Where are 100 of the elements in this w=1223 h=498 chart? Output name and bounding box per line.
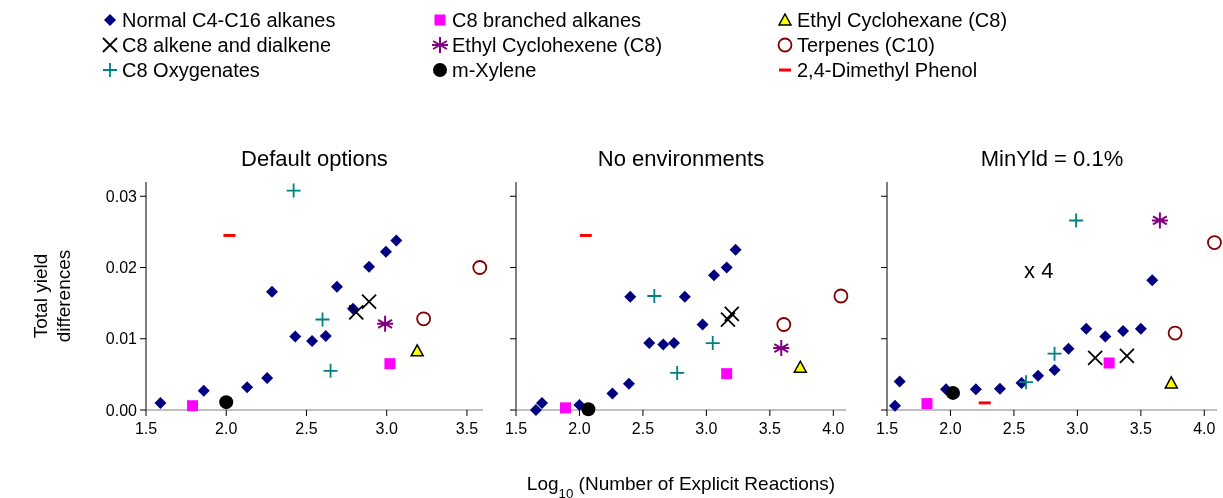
x-tick-label: 2.5 [631,420,655,437]
point [330,280,343,293]
point [1087,350,1104,366]
point [993,382,1006,395]
point [322,362,339,379]
x-tick-label: 2.5 [295,420,318,437]
x-axis-title: Log$_{10}$ (Number of Explicit Reactions) [526,473,836,498]
point [668,337,681,350]
point [643,337,656,350]
point [678,290,691,303]
legend-label: Ethyl Cyclohexane (C8) [797,9,1008,31]
x-tick-label: 4.0 [822,420,845,437]
point [669,365,686,381]
x-tick-label: 2.0 [939,420,962,437]
point [921,398,933,410]
point [1134,322,1147,335]
point [1080,322,1093,335]
legend-label: Terpenes (C10) [797,34,935,56]
point [261,371,274,384]
y-axis-title: Total yield differences [30,249,74,343]
point [390,234,403,247]
point [581,402,596,417]
point [624,290,637,303]
point [197,384,210,397]
point [314,311,331,328]
legend-label: Normal C4-C16 alkanes [122,9,336,31]
legend-label: 2,4-Dimethyl Phenol [797,59,978,81]
point [187,400,199,412]
chart-title: MinYld = 0.1% [980,146,1124,171]
x-tick-label: 2.0 [568,420,591,437]
point [622,377,635,390]
point [536,396,549,409]
point [410,344,424,357]
x-tick-label: 1.5 [504,420,528,437]
y-tick-label: 0.00 [105,401,138,419]
point [265,285,278,298]
x-tick-label: 3.5 [1129,420,1153,437]
y-tick-label: 0.03 [105,187,138,205]
legend-label: m-Xylene [452,59,537,81]
point [472,260,488,275]
point [889,399,901,412]
point [893,375,906,388]
point [721,368,733,380]
point [154,396,167,409]
x-tick-label: 2.0 [215,420,238,437]
point [416,311,432,327]
point [363,260,376,273]
x-tick-label: 3.0 [375,420,398,437]
point [1207,235,1222,250]
point [1117,324,1130,337]
x-tick-label: 3.5 [758,420,782,437]
x-tick-label: 3.0 [695,420,718,437]
point [384,358,396,370]
point [1103,357,1115,369]
point [529,404,542,416]
x-tick-label: 4.0 [1193,420,1216,437]
point [1167,325,1183,341]
point [720,311,736,328]
legend-label: C8 Oxygenates [122,59,260,81]
point [1032,369,1045,382]
point [646,288,663,304]
point [1018,374,1034,391]
y-tick-label: 0.02 [105,259,138,277]
chart-title: No environments [597,146,765,171]
legend-label: C8 branched alkanes [452,9,642,31]
point [1146,274,1159,287]
x-tick-label: 2.5 [1002,420,1026,437]
legend-label: C8 alkene and dialkene [122,34,332,56]
point [704,335,721,351]
x-tick-label: 3.0 [1066,420,1089,437]
point [361,293,377,310]
point [969,383,982,396]
point [306,334,319,347]
point [793,360,808,373]
point [1068,212,1085,229]
point [379,245,392,258]
annotation: x 4 [1024,257,1054,283]
point [285,182,302,199]
point [729,243,742,256]
point [1048,364,1061,377]
legend-label: Ethyl Cyclohexene (C8) [452,34,663,56]
chart-title: Default options [241,146,388,171]
point [241,381,254,394]
point [833,288,849,304]
point [1046,345,1063,362]
point [560,402,571,414]
point [946,385,960,400]
point [696,318,709,331]
y-tick-label: 0.01 [105,330,138,348]
point [723,305,740,322]
point [1099,330,1112,343]
point [348,304,365,321]
x-tick-label: 1.5 [134,420,158,437]
x-tick-label: 1.5 [875,420,899,437]
point [1118,347,1135,364]
point [219,395,234,410]
point [1164,376,1179,389]
point [776,317,792,332]
point [708,269,720,282]
point [1062,342,1075,355]
